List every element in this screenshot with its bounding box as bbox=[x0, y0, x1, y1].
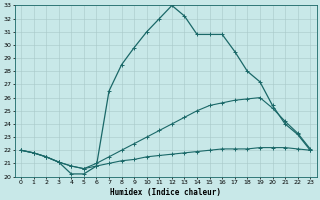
X-axis label: Humidex (Indice chaleur): Humidex (Indice chaleur) bbox=[110, 188, 221, 197]
